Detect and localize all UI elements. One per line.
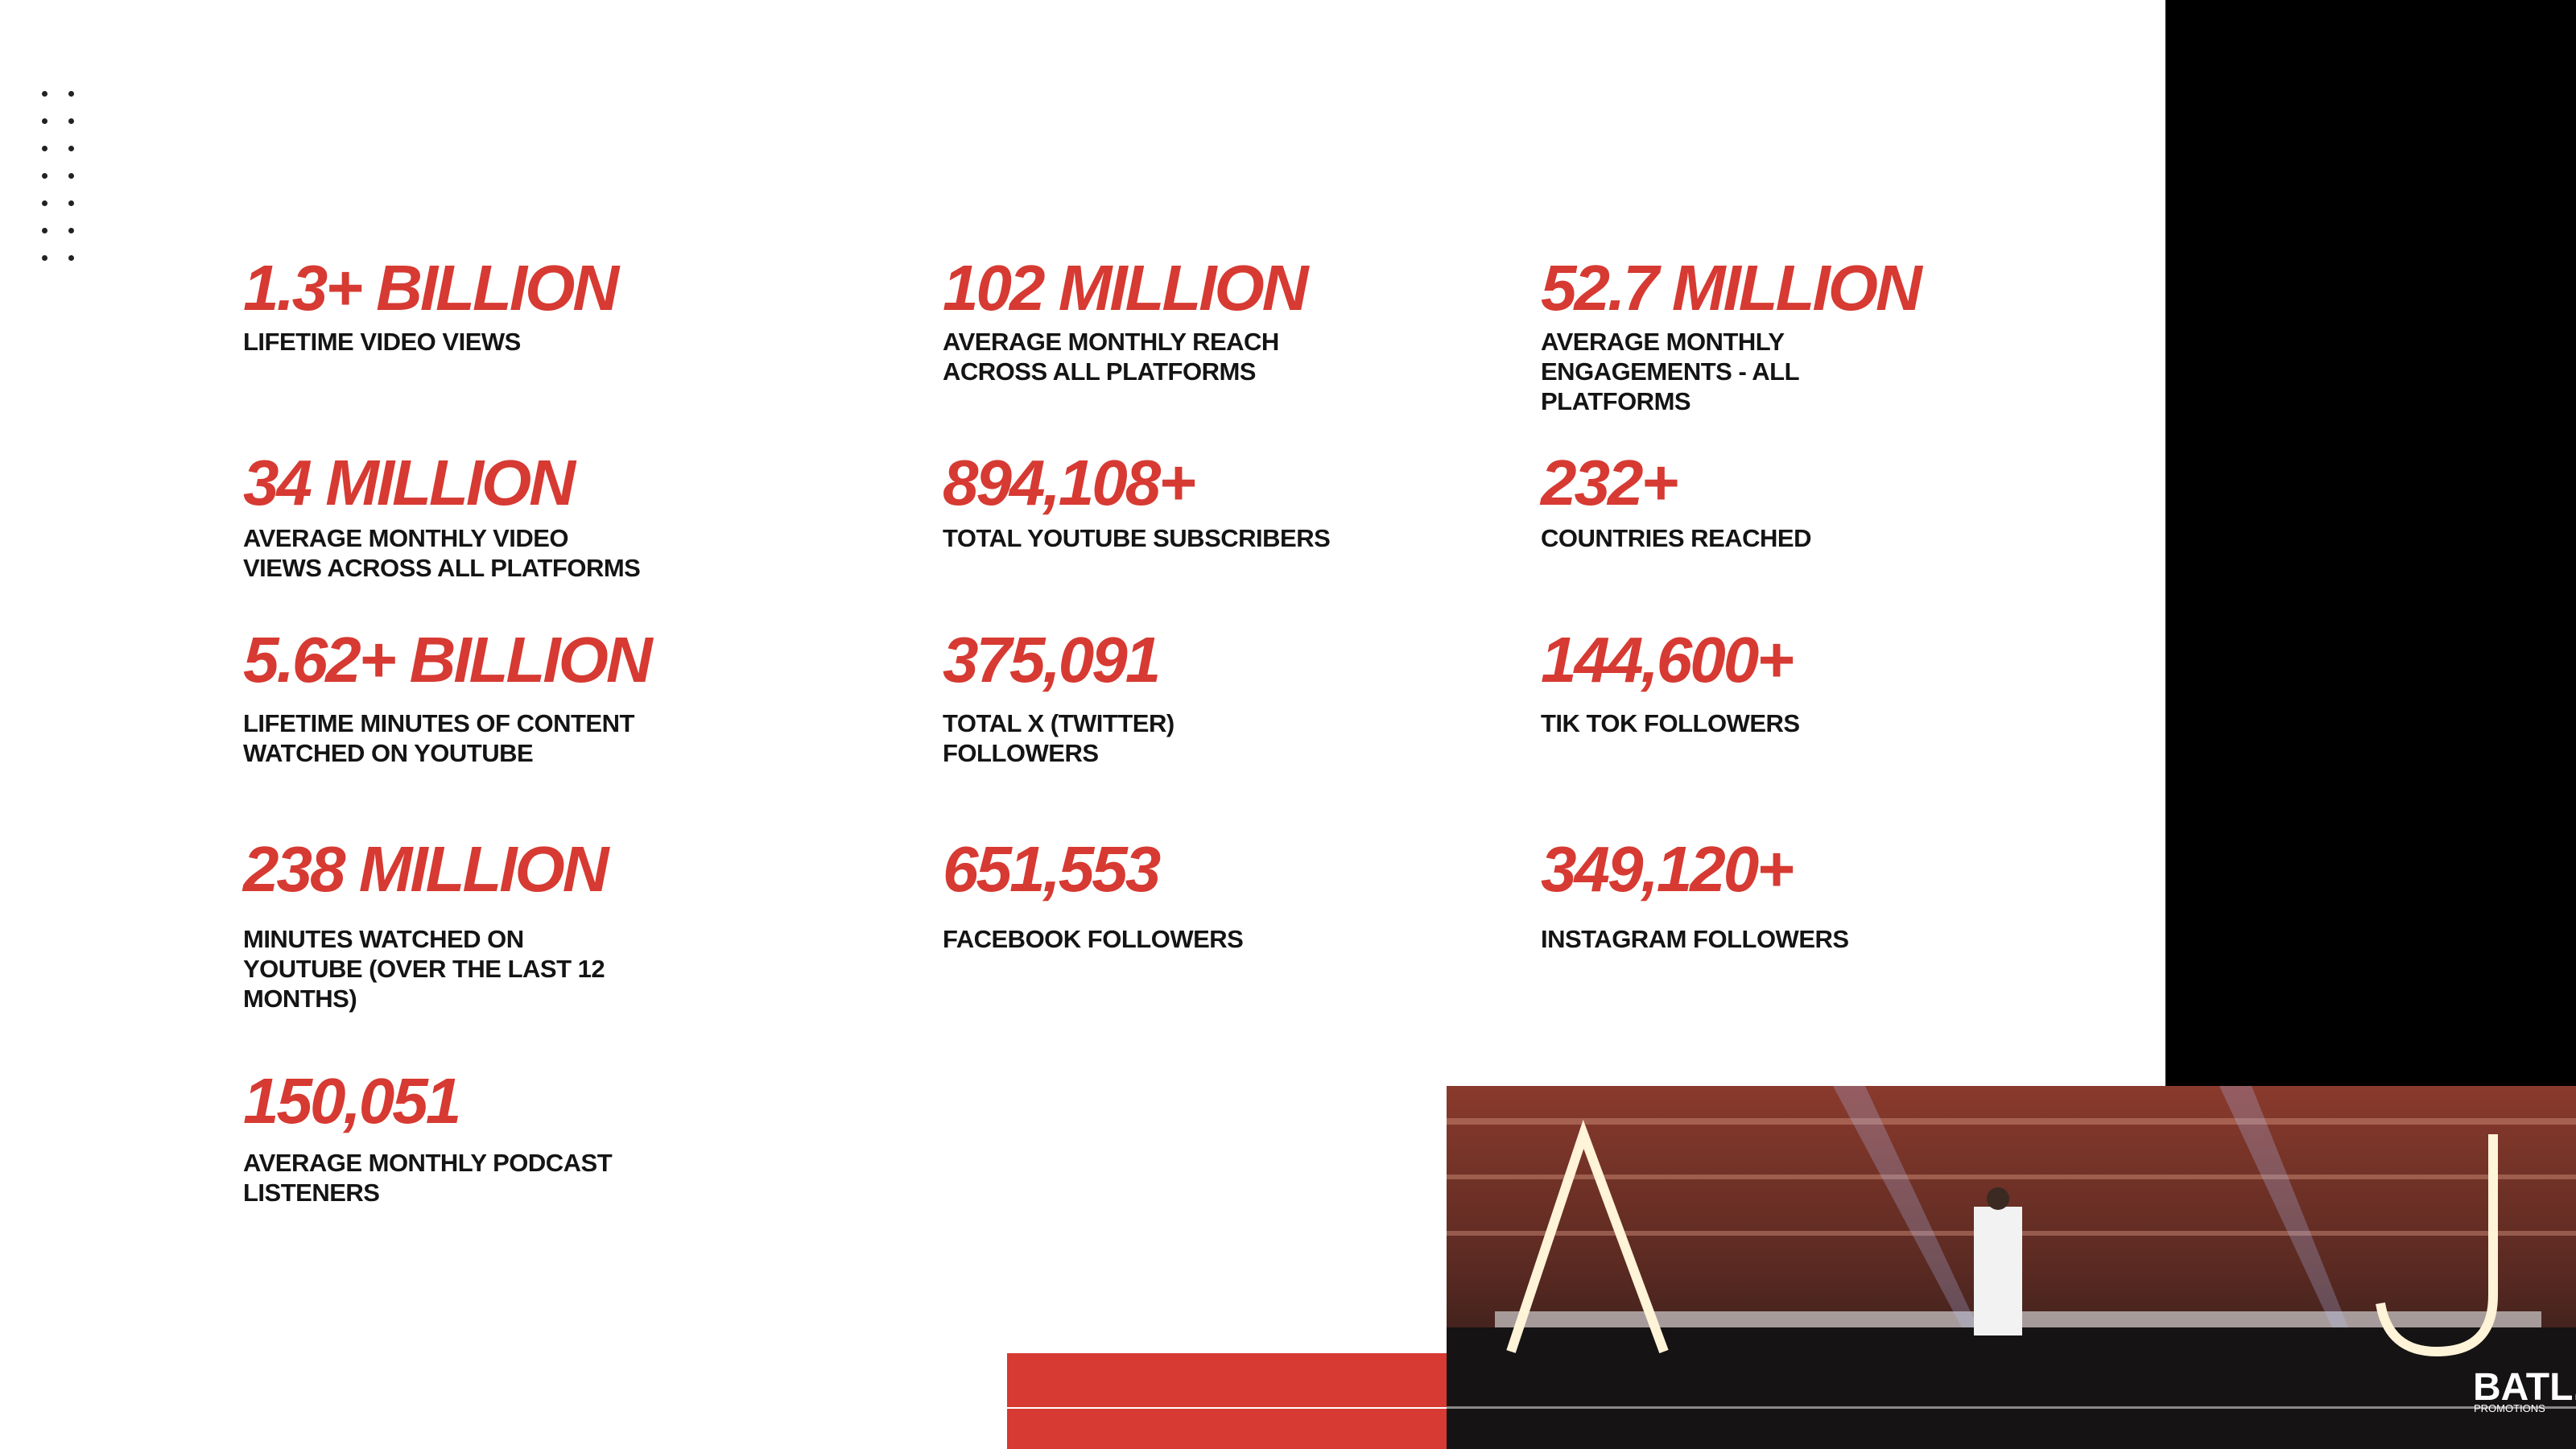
- stat-label-line: LISTENERS: [243, 1179, 380, 1207]
- stat-value: 375,091: [943, 624, 1161, 696]
- stat-label: AVERAGE MONTHLY PODCAST LISTENERS: [243, 1148, 613, 1208]
- stat-value: 1.3+ BILLION: [243, 252, 619, 324]
- stat-label: TOTAL YOUTUBE SUBSCRIBERS: [943, 523, 1331, 553]
- stat-value: 34 MILLION: [243, 447, 576, 518]
- stat-value: 144,600+: [1541, 624, 1794, 696]
- photo: BATL. PROMOTIONS: [1447, 1086, 2576, 1449]
- stat-label: INSTAGRAM FOLLOWERS: [1541, 924, 1849, 954]
- stat-value: 894,108+: [943, 447, 1196, 518]
- stat-label-line: ENGAGEMENTS - ALL: [1541, 357, 1800, 386]
- stat-label: LIFETIME VIDEO VIEWS: [243, 327, 521, 357]
- stat-label-line: TIK TOK FOLLOWERS: [1541, 709, 1800, 737]
- dot: [42, 200, 47, 206]
- stat-label-line: LIFETIME MINUTES OF CONTENT: [243, 709, 634, 737]
- dot: [42, 118, 47, 124]
- stat-label-line: AVERAGE MONTHLY PODCAST: [243, 1149, 613, 1177]
- stat-label-line: MINUTES WATCHED ON: [243, 925, 524, 953]
- stat-label: FACEBOOK FOLLOWERS: [943, 924, 1244, 954]
- stat-label-line: INSTAGRAM FOLLOWERS: [1541, 925, 1849, 953]
- stat-label: AVERAGE MONTHLY ENGAGEMENTS - ALL PLATFORM…: [1541, 327, 1800, 416]
- dot: [68, 173, 74, 179]
- stat-value: 52.7 MILLION: [1541, 252, 1922, 324]
- stat-label-line: LIFETIME VIDEO VIEWS: [243, 328, 521, 356]
- stat-label-line: AVERAGE MONTHLY REACH: [943, 328, 1279, 356]
- logo-sub: PROMOTIONS: [2474, 1402, 2545, 1414]
- stat-value: 102 MILLION: [943, 252, 1309, 324]
- stat-label: MINUTES WATCHED ON YOUTUBE (OVER THE LAST…: [243, 924, 605, 1013]
- dot: [42, 173, 47, 179]
- stat-value: 651,553: [943, 833, 1161, 905]
- stat-label-line: MONTHS): [243, 985, 357, 1013]
- dot: [42, 255, 47, 261]
- stat-label: TIK TOK FOLLOWERS: [1541, 708, 1800, 738]
- black-panel: [2165, 0, 2576, 1087]
- stat-label: AVERAGE MONTHLY VIDEO VIEWS ACROSS ALL PL…: [243, 523, 641, 583]
- dot: [42, 91, 47, 97]
- dot: [68, 255, 74, 261]
- logo: BATL.: [2473, 1366, 2576, 1409]
- stat-label: LIFETIME MINUTES OF CONTENT WATCHED ON YO…: [243, 708, 634, 768]
- dot: [68, 200, 74, 206]
- dot: [42, 228, 47, 233]
- stat-label-line: TOTAL X (TWITTER): [943, 709, 1174, 737]
- stat-label: AVERAGE MONTHLY REACH ACROSS ALL PLATFORM…: [943, 327, 1279, 386]
- stat-label-line: FOLLOWERS: [943, 739, 1099, 767]
- red-bar: [1007, 1353, 1447, 1449]
- stat-label-line: VIEWS ACROSS ALL PLATFORMS: [243, 554, 641, 582]
- stat-value: 349,120+: [1541, 833, 1794, 905]
- stat-value: 238 MILLION: [243, 833, 609, 905]
- stat-label-line: WATCHED ON YOUTUBE: [243, 739, 534, 767]
- stat-label-line: AVERAGE MONTHLY VIDEO: [243, 524, 569, 552]
- dot: [68, 146, 74, 151]
- dot: [68, 118, 74, 124]
- stat-label-line: YOUTUBE (OVER THE LAST 12: [243, 955, 605, 983]
- stat-label-line: TOTAL YOUTUBE SUBSCRIBERS: [943, 524, 1331, 552]
- stat-label: COUNTRIES REACHED: [1541, 523, 1811, 553]
- stat-label-line: AVERAGE MONTHLY: [1541, 328, 1785, 356]
- stat-label-line: FACEBOOK FOLLOWERS: [943, 925, 1244, 953]
- dot: [68, 91, 74, 97]
- stat-value: 5.62+ BILLION: [243, 624, 653, 696]
- stat-label-line: ACROSS ALL PLATFORMS: [943, 357, 1256, 386]
- dot: [68, 228, 74, 233]
- red-bar-line: [1007, 1407, 1447, 1409]
- stat-label: TOTAL X (TWITTER) FOLLOWERS: [943, 708, 1174, 768]
- dot: [42, 146, 47, 151]
- stat-label-line: PLATFORMS: [1541, 387, 1691, 415]
- stat-value: 232+: [1541, 447, 1678, 518]
- stat-value: 150,051: [243, 1065, 461, 1137]
- stat-label-line: COUNTRIES REACHED: [1541, 524, 1811, 552]
